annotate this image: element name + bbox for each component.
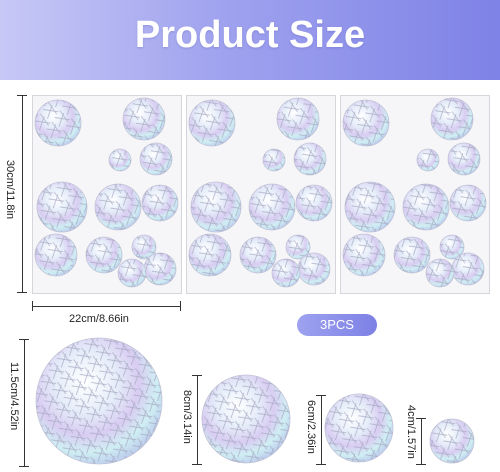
header-banner [0,0,500,80]
sticker-disc-pattern [448,143,480,175]
size-dimension-line [421,418,422,465]
dimension-tick [316,464,326,465]
sticker-disc-pattern [118,259,146,287]
dimension-tick [17,292,27,293]
sticker-disc-pattern [36,338,162,464]
sticker-disc-pattern [403,184,449,230]
sticker-disc-pattern [440,235,464,259]
sticker-disc-pattern [35,234,77,276]
sticker-disc-pattern [132,235,156,259]
sticker-disc-pattern [37,182,87,232]
sheet-width-label: 22cm/8.66in [69,313,129,325]
sticker-disc-pattern [294,143,326,175]
width-dimension-line [32,306,181,307]
dimension-tick [19,466,29,467]
sticker-disc-pattern [249,184,295,230]
sticker-disc-pattern [142,185,178,221]
sticker-disc-pattern [343,100,389,146]
size-dimension-line [197,375,198,465]
sticker-disc-pattern [325,394,393,462]
sticker-disc-pattern [140,143,172,175]
sticker-disc-pattern [417,149,439,171]
sticker-disc-pattern [343,234,385,276]
sticker-disc-pattern [394,237,430,273]
dimension-tick [192,464,202,465]
sticker-disc-pattern [189,100,235,146]
sticker-disc-pattern [189,234,231,276]
dimension-tick [416,464,426,465]
sticker-disc-pattern [86,237,122,273]
sticker-disc-pattern [240,237,276,273]
height-dimension-line [22,95,23,292]
quantity-badge: 3PCS [297,314,377,336]
sticker-disc-pattern [35,100,81,146]
sticker-disc-pattern [263,149,285,171]
sticker-disc-pattern [298,253,330,285]
size-dimension-line [24,339,25,467]
sticker-disc-pattern [345,182,395,232]
sticker-disc-pattern [95,184,141,230]
sticker-disc-pattern [123,98,165,140]
sticker-disc-pattern [109,149,131,171]
sticker-disc-pattern [431,98,473,140]
sticker-disc-pattern [277,98,319,140]
sticker-disc-pattern [286,235,310,259]
dimension-tick [180,301,181,311]
page-title: Product Size [134,14,366,56]
sticker-disc-pattern [144,253,176,285]
sticker-disc-pattern [452,253,484,285]
sticker-disc-pattern [296,185,332,221]
sticker-disc-pattern [202,375,290,463]
sticker-disc-pattern [430,419,474,463]
sticker-disc-pattern [450,185,486,221]
size-dimension-line [321,395,322,465]
sticker-disc-pattern [426,259,454,287]
sticker-disc-pattern [191,182,241,232]
sticker-disc-pattern [272,259,300,287]
